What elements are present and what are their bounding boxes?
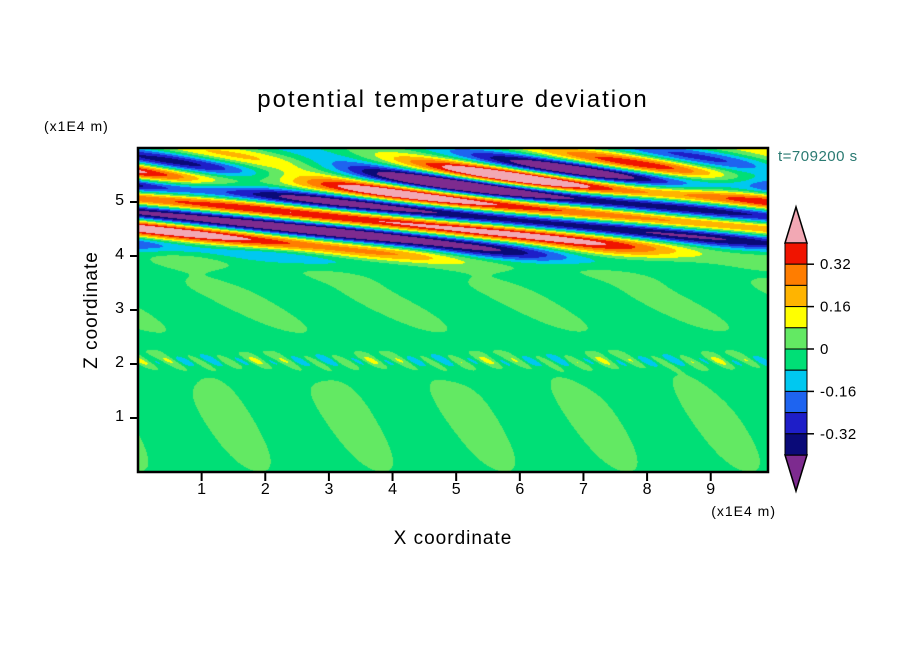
time-label: t=709200 s <box>778 148 858 165</box>
plot-frame <box>130 146 770 481</box>
z-axis-units: (x1E4 m) <box>44 118 109 134</box>
colorbar-segment <box>784 433 808 456</box>
colorbar-segment <box>784 306 808 329</box>
x-axis-units: (x1E4 m) <box>711 503 776 519</box>
colorbar-tick-label: 0.16 <box>820 299 851 316</box>
plot-border <box>136 146 770 474</box>
colorbar-tick-label: -0.16 <box>820 383 857 400</box>
chart-title: potential temperature deviation <box>257 86 649 113</box>
colorbar-tick-label: 0.32 <box>820 256 851 273</box>
colorbar-tick-label: 0 <box>820 341 829 358</box>
contour-field <box>138 148 768 472</box>
colorbar-segment <box>784 412 808 435</box>
z-tick-label: 4 <box>115 246 124 263</box>
x-tick-label: 9 <box>706 481 716 498</box>
x-tick-label: 2 <box>260 481 270 498</box>
x-tick-label: 5 <box>451 481 461 498</box>
colorbar-segment <box>784 390 808 414</box>
colorbar-segment <box>784 242 808 265</box>
x-tick-label: 3 <box>324 481 334 498</box>
z-tick-label: 5 <box>115 192 124 209</box>
z-tick-label: 3 <box>115 300 124 317</box>
colorbar: 0.32 0.16 0 -0.16 -0.32 <box>783 204 857 494</box>
x-axis-label: X coordinate <box>393 528 513 549</box>
colorbar-segment <box>784 284 808 308</box>
colorbar-under-arrow <box>783 454 809 494</box>
colorbar-segment <box>784 369 808 392</box>
x-tick-label: 8 <box>642 481 652 498</box>
z-tick-label: 1 <box>115 408 124 425</box>
colorbar-segment <box>784 327 808 350</box>
colorbar-segment <box>784 348 808 371</box>
x-tick-label: 1 <box>197 481 207 498</box>
colorbar-tick-label: -0.32 <box>820 426 857 443</box>
x-tick-label: 4 <box>388 481 397 498</box>
colorbar-over-arrow <box>783 204 809 244</box>
z-tick-label: 2 <box>115 354 124 371</box>
x-tick-label: 7 <box>579 481 588 498</box>
x-tick-label: 6 <box>515 481 525 498</box>
colorbar-segment <box>784 263 808 286</box>
